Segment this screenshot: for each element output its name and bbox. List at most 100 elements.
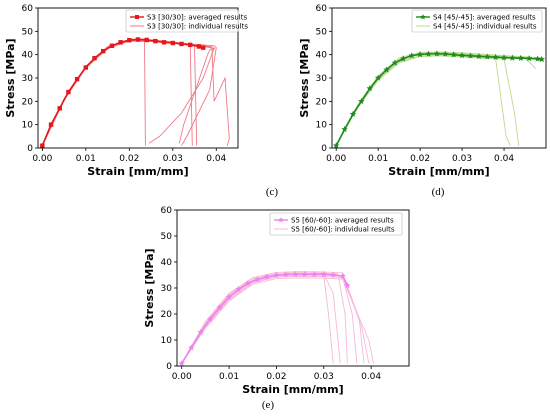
- averaged-point: [170, 40, 175, 46]
- averaged-point: [92, 55, 97, 61]
- averaged-point: [484, 53, 491, 60]
- averaged-point: [492, 53, 499, 60]
- averaged-point: [216, 304, 223, 311]
- x-tick-label: 0.00: [32, 154, 52, 164]
- x-tick-label: 0.02: [410, 154, 430, 164]
- x-tick-label: 0.00: [172, 372, 192, 382]
- y-tick-label: 50: [161, 232, 173, 242]
- averaged-point: [339, 272, 346, 279]
- averaged-point: [292, 270, 299, 277]
- y-tick-label: 40: [316, 51, 328, 61]
- averaged-point: [188, 344, 195, 351]
- legend-label-individual: S4 [45/-45]: individual results: [433, 23, 537, 31]
- y-axis-label: Stress [MPa]: [4, 38, 17, 117]
- y-tick-label: 50: [22, 27, 34, 37]
- plot-area: [333, 50, 545, 148]
- y-tick-label: 10: [316, 121, 328, 131]
- y-tick-label: 60: [316, 4, 328, 14]
- legend-marker: [135, 15, 139, 19]
- averaged-point: [458, 52, 466, 59]
- averaged-point: [366, 85, 373, 92]
- legend-label-individual: S3 [30/30]: individual results: [147, 23, 248, 31]
- x-axis-label: Strain [mm/mm]: [242, 383, 343, 396]
- averaged-point: [225, 293, 233, 300]
- x-tick-label: 0.04: [494, 154, 514, 164]
- averaged-point: [179, 41, 184, 47]
- legend-marker: [420, 14, 426, 20]
- averaged-point: [109, 43, 115, 48]
- averaged-point: [517, 54, 525, 61]
- individual-curve: [181, 277, 374, 364]
- averaged-point: [118, 40, 123, 45]
- individual-curve: [181, 272, 348, 364]
- averaged-point: [187, 42, 193, 48]
- averaged-point: [196, 44, 202, 49]
- x-axis-label: Strain [mm/mm]: [87, 165, 188, 178]
- averaged-point: [358, 97, 365, 105]
- x-tick-label: 0.04: [361, 372, 381, 382]
- averaged-point: [153, 38, 158, 44]
- legend-label-averaged: S5 [60/-60]: averaged results: [291, 217, 394, 225]
- averaged-point: [475, 52, 483, 60]
- y-axis-label: Stress [MPa]: [143, 248, 156, 327]
- plot-area: [40, 37, 230, 148]
- averaged-point: [57, 106, 62, 111]
- averaged-point: [408, 52, 415, 59]
- x-tick-label: 0.04: [206, 154, 226, 164]
- individual-curve: [41, 39, 198, 146]
- x-tick-label: 0.03: [163, 154, 183, 164]
- averaged-point: [330, 271, 337, 278]
- averaged-point: [349, 110, 357, 117]
- x-tick-label: 0.01: [368, 154, 388, 164]
- averaged-point: [301, 270, 309, 277]
- averaged-point: [273, 271, 280, 278]
- averaged-point: [538, 55, 545, 63]
- individual-curve: [181, 275, 334, 364]
- chart-panel-e: 0 10 20 30 40 50 60 0.00 0.01 0.02 0.03 0.04 Strain …: [143, 206, 410, 411]
- y-tick-label: 50: [316, 27, 328, 37]
- averaged-point: [127, 38, 132, 43]
- individual-curve: [335, 52, 540, 146]
- legend-box: [125, 9, 239, 33]
- averaged-line: [335, 52, 542, 147]
- individual-curve: [181, 273, 341, 364]
- x-tick-label: 0.03: [314, 372, 334, 382]
- x-tick-label: 0.02: [266, 372, 286, 382]
- panel-caption: (d): [432, 186, 445, 198]
- averaged-point: [282, 271, 290, 278]
- averaged-point: [374, 74, 382, 81]
- individual-curve: [181, 271, 365, 364]
- averaged-point: [144, 37, 149, 43]
- legend-label-averaged: S4 [45/-45]: averaged results: [433, 14, 536, 22]
- averaged-point: [320, 270, 327, 277]
- individual-curve: [181, 275, 358, 364]
- averaged-point: [40, 143, 45, 148]
- individual-curve: [335, 51, 542, 146]
- legend-marker: [278, 217, 284, 223]
- averaged-point: [341, 125, 348, 133]
- y-tick-label: 60: [161, 206, 173, 216]
- averaged-point: [263, 273, 271, 280]
- averaged-point: [509, 54, 516, 61]
- averaged-point: [442, 50, 449, 57]
- chart-panel-d: 0 10 20 30 40 50 60 0.00 0.01 0.02 0.03 0.04 Strain …: [298, 4, 547, 198]
- x-tick-label: 0.03: [452, 154, 472, 164]
- averaged-point: [83, 65, 89, 70]
- y-tick-label: 20: [22, 97, 34, 107]
- averaged-point: [425, 50, 432, 57]
- averaged-point: [206, 315, 214, 322]
- x-tick-label: 0.01: [219, 372, 239, 382]
- averaged-point: [66, 89, 71, 95]
- y-tick-label: 0: [27, 144, 33, 154]
- y-tick-label: 30: [22, 74, 34, 84]
- averaged-point: [526, 55, 533, 62]
- legend-label-individual: S5 [60/-60]: individual results: [291, 226, 395, 234]
- averaged-point: [197, 328, 204, 335]
- averaged-point: [254, 276, 261, 283]
- averaged-point: [450, 51, 457, 58]
- legend-box: [411, 9, 543, 33]
- averaged-point: [333, 142, 340, 148]
